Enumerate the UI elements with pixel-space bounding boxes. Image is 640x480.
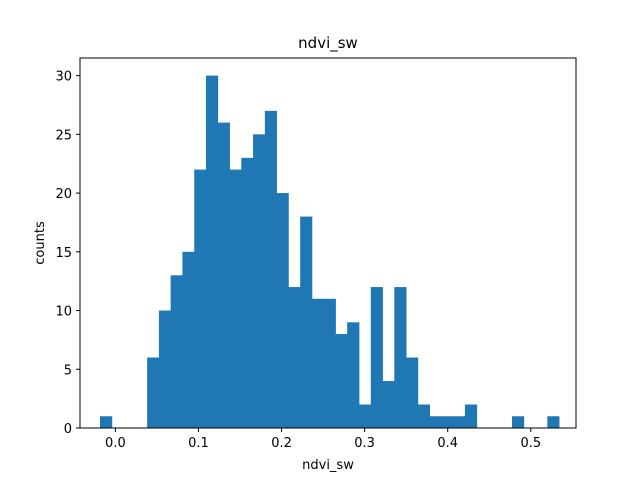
y-axis-ticks: 0 5 10 15 20 25 30 [55,70,80,437]
x-tick-label: 0.1 [188,436,209,451]
histogram-bar [158,310,172,428]
histogram-bar [512,416,525,428]
histogram-bar [323,298,336,428]
y-tick-label: 0 [64,422,72,437]
histogram-bar [217,122,230,428]
y-axis-label: counts [33,221,48,265]
histogram-bar [370,287,383,428]
histogram-bar [288,287,301,428]
y-tick-label: 20 [55,187,72,202]
histogram-bar [100,416,113,428]
histogram-bar [276,193,289,428]
x-tick-label: 0.4 [437,436,458,451]
histogram-bar [335,334,348,428]
histogram-bar [264,110,277,429]
histogram-bars [100,75,560,429]
x-axis-label: ndvi_sw [302,458,354,473]
histogram-bar [441,416,454,428]
chart-title: ndvi_sw [298,34,358,53]
histogram-bar [347,322,360,428]
histogram-bar [406,357,419,428]
histogram-bar [547,416,560,428]
histogram-bar [453,416,466,428]
histogram-bar [464,404,478,428]
histogram-bar [358,404,372,428]
histogram-bar [394,287,407,428]
histogram-bar [205,75,219,429]
y-tick-label: 5 [64,363,72,378]
histogram-bar [253,134,266,428]
plot-frame [79,57,577,429]
histogram-bar [194,169,207,428]
histogram-bar [241,157,254,428]
x-tick-label: 0.2 [271,436,292,451]
histogram-bar [417,404,431,428]
histogram-bar [311,298,325,428]
x-tick-label: 0.5 [520,436,541,451]
y-tick-label: 10 [55,305,72,320]
histogram-bar [429,416,442,428]
x-tick-label: 0.0 [105,436,126,451]
histogram-bar [229,169,242,428]
histogram-bar [300,216,313,428]
x-tick-label: 0.3 [354,436,375,451]
histogram-bar [182,251,195,428]
y-tick-label: 25 [55,128,72,143]
histogram-bar [147,357,160,428]
y-tick-label: 30 [55,70,72,85]
histogram-bar [170,275,183,428]
x-axis-ticks: 0.0 0.1 0.2 0.3 0.4 0.5 [105,428,541,451]
histogram-bar [382,381,395,428]
y-tick-label: 15 [55,246,72,261]
